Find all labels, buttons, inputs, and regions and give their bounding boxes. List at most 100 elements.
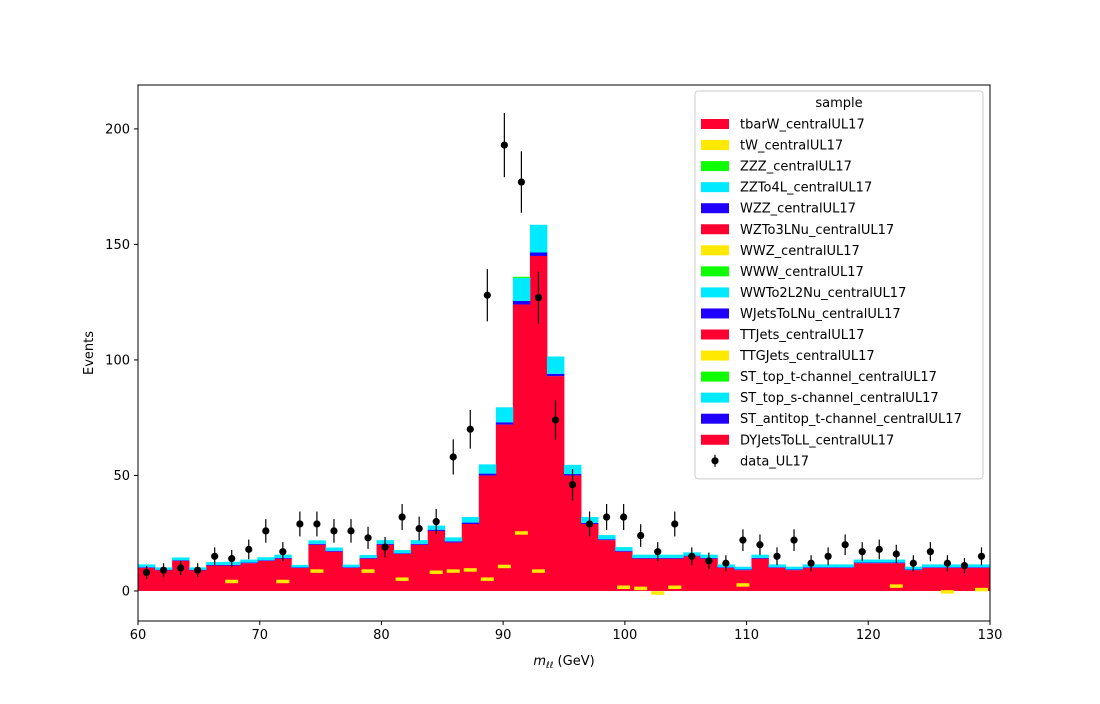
legend-label-6: WWZ_centralUL17 <box>740 244 860 259</box>
bar-DYJetsToLL_centralUL17-bin-9 <box>291 567 309 591</box>
legend-label-1: tW_centralUL17 <box>740 139 843 154</box>
data-point-2 <box>177 564 185 572</box>
data-point-32 <box>688 552 696 560</box>
legend-swatch-1 <box>701 140 729 151</box>
bar-ST_antitop_t-channel_centralUL17-bin-24 <box>546 373 565 377</box>
bar-ST_antitop_t-channel_centralUL17-bin-18 <box>444 541 463 543</box>
legend-label-12: ST_top_t-channel_centralUL17 <box>740 370 937 385</box>
bar-DYJetsToLL_centralUL17-bin-16 <box>410 544 429 591</box>
bar-DYJetsToLL_centralUL17-bin-23 <box>529 255 548 591</box>
bar-DYJetsToLL_centralUL17-bin-3 <box>189 570 207 591</box>
data-point-42 <box>858 548 866 556</box>
data-point-4 <box>211 552 219 560</box>
mark-TTGJets_centralUL17-bin-35 <box>736 583 750 587</box>
data-point-19 <box>466 425 474 433</box>
mark-TTGJets_centralUL17-bin-15 <box>395 577 409 581</box>
mark-TTGJets_centralUL17-bin-8 <box>276 579 290 584</box>
mark-TTGJets_centralUL17-bin-28 <box>617 585 631 589</box>
legend-swatch-8 <box>701 287 729 298</box>
bar-ST_top_s-channel_centralUL17-bin-22 <box>512 277 531 302</box>
data-point-18 <box>449 453 457 461</box>
data-point-13 <box>364 534 372 542</box>
y-axis-ticks: 0 50 100 150 200 <box>105 122 138 599</box>
legend-title: sample <box>815 96 862 111</box>
bar-DYJetsToLL_centralUL17-bin-41 <box>836 567 855 591</box>
legend-label-13: ST_top_s-channel_centralUL17 <box>740 391 939 406</box>
bar-ST_top_s-channel_centralUL17-bin-29 <box>632 554 650 558</box>
bar-ST_antitop_t-channel_centralUL17-bin-6 <box>240 562 258 564</box>
bar-DYJetsToLL_centralUL17-bin-22 <box>512 304 531 591</box>
bar-DYJetsToLL_centralUL17-bin-48 <box>955 567 974 591</box>
legend-label-3: ZZTo4L_centralUL17 <box>740 181 872 196</box>
bar-DYJetsToLL_centralUL17-bin-17 <box>427 530 446 591</box>
bar-ST_antitop_t-channel_centralUL17-bin-35 <box>734 569 752 571</box>
bar-DYJetsToLL_centralUL17-bin-33 <box>700 558 718 591</box>
bar-ST_top_s-channel_centralUL17-bin-15 <box>393 550 412 554</box>
data-point-20 <box>483 291 491 299</box>
data-point-5 <box>228 555 236 563</box>
legend-label-9: WJetsToLNu_centralUL17 <box>740 307 901 322</box>
data-point-49 <box>977 552 986 560</box>
legend-swatch-5 <box>701 224 729 235</box>
bar-DYJetsToLL_centralUL17-bin-14 <box>376 544 394 591</box>
bar-DYJetsToLL_centralUL17-bin-20 <box>478 475 497 591</box>
mark-TTGJets_centralUL17-bin-49 <box>974 587 988 592</box>
bar-ST_antitop_t-channel_centralUL17-bin-31 <box>666 557 684 559</box>
mark-TTGJets_centralUL17-bin-30 <box>651 591 665 595</box>
mark-TTGJets_centralUL17-bin-10 <box>310 569 324 573</box>
bar-DYJetsToLL_centralUL17-bin-37 <box>768 567 786 591</box>
mark-TTGJets_centralUL17-bin-20 <box>480 577 494 581</box>
data-point-30 <box>654 548 662 556</box>
legend-box <box>694 90 984 480</box>
bar-ST_antitop_t-channel_centralUL17-bin-42 <box>853 562 872 564</box>
legend-swatch-13 <box>701 392 729 403</box>
bar-DYJetsToLL_centralUL17-bin-0 <box>138 567 156 591</box>
mark-TTGJets_centralUL17-bin-29 <box>634 586 648 591</box>
bar-ST_top_s-channel_centralUL17-bin-20 <box>478 464 497 474</box>
x-tick-label-6: 120 <box>856 628 881 643</box>
legend-label-14: ST_antitop_t-channel_centralUL17 <box>740 412 962 427</box>
bar-DYJetsToLL_centralUL17-bin-32 <box>683 556 701 591</box>
mark-TTGJets_centralUL17-bin-31 <box>668 585 682 589</box>
data-point-25 <box>568 481 577 489</box>
bar-ST_antitop_t-channel_centralUL17-bin-9 <box>291 567 309 568</box>
bar-DYJetsToLL_centralUL17-bin-42 <box>853 563 872 591</box>
legend-label-15: DYJetsToLL_centralUL17 <box>740 433 894 448</box>
legend-marker-16 <box>711 457 719 465</box>
legend-swatch-6 <box>701 245 729 256</box>
bar-ST_antitop_t-channel_centralUL17-bin-7 <box>257 560 275 561</box>
data-point-39 <box>807 559 815 567</box>
bar-DYJetsToLL_centralUL17-bin-21 <box>495 424 514 591</box>
bar-ST_antitop_t-channel_centralUL17-bin-28 <box>615 550 633 552</box>
data-point-45 <box>909 559 917 567</box>
x-tick-label-3: 90 <box>495 628 512 643</box>
data-point-36 <box>756 541 764 549</box>
bar-DYJetsToLL_centralUL17-bin-29 <box>632 558 650 591</box>
mark-TTGJets_centralUL17-bin-44 <box>889 584 903 588</box>
mark-TTGJets_centralUL17-bin-18 <box>446 569 460 573</box>
data-point-21 <box>500 141 508 149</box>
legend-label-11: TTGJets_centralUL17 <box>739 349 875 364</box>
bar-ST_antitop_t-channel_centralUL17-bin-23 <box>529 252 548 256</box>
data-point-46 <box>926 548 934 556</box>
bar-ST_top_s-channel_centralUL17-bin-37 <box>768 564 786 568</box>
bar-ST_top_s-channel_centralUL17-bin-21 <box>495 407 514 423</box>
bar-ST_antitop_t-channel_centralUL17-bin-49 <box>972 567 990 568</box>
data-point-24 <box>551 416 560 424</box>
data-points <box>142 112 986 580</box>
bar-ST_antitop_t-channel_centralUL17-bin-16 <box>410 543 429 545</box>
data-point-37 <box>773 552 781 560</box>
bar-ST_top_s-channel_centralUL17-bin-9 <box>291 564 309 568</box>
legend-swatch-11 <box>701 350 729 361</box>
bar-ST_antitop_t-channel_centralUL17-bin-27 <box>598 539 616 541</box>
bar-ST_antitop_t-channel_centralUL17-bin-20 <box>478 473 497 476</box>
bar-ST_antitop_t-channel_centralUL17-bin-11 <box>325 550 343 552</box>
data-point-11 <box>330 527 338 535</box>
y-tick-label-2: 100 <box>105 353 130 368</box>
data-point-9 <box>296 520 304 528</box>
bar-DYJetsToLL_centralUL17-bin-43 <box>870 563 889 591</box>
legend-label-2: ZZZ_centralUL17 <box>740 160 852 175</box>
legend-label-4: WZZ_centralUL17 <box>740 202 856 217</box>
bar-DYJetsToLL_centralUL17-bin-44 <box>887 563 906 591</box>
